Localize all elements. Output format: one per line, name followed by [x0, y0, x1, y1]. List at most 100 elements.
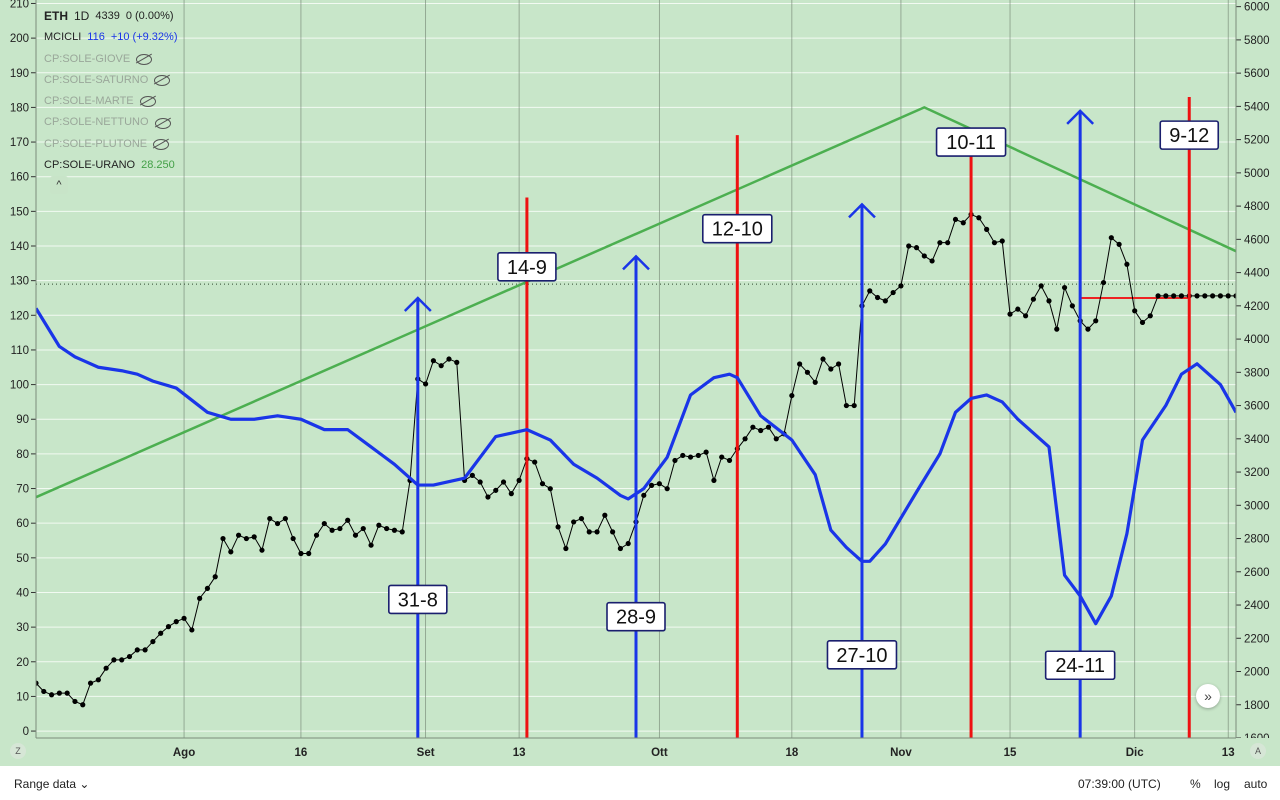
price-point — [687, 454, 694, 460]
right-tick-label: 2000 — [1244, 667, 1270, 679]
cycle-line — [34, 307, 1238, 626]
right-tick-label: 3200 — [1244, 467, 1270, 479]
left-tick-label: 50 — [16, 553, 29, 565]
left-tick-label: 100 — [10, 380, 29, 392]
hidden-series-label: CP:SOLE-PLUTONE — [44, 137, 148, 150]
price-point — [438, 363, 444, 369]
price-point — [80, 702, 86, 708]
price-point — [352, 532, 359, 538]
price-point — [173, 619, 179, 625]
left-tick-label: 180 — [10, 102, 29, 114]
price-point — [555, 524, 561, 530]
marker-label: 28-9 — [616, 607, 656, 629]
right-price-axis[interactable]: 1600180020002200240026002800300032003400… — [1235, 0, 1280, 745]
eye-hidden-icon[interactable] — [136, 53, 153, 65]
auto-scale-right-button[interactable]: A — [1250, 743, 1266, 759]
collapse-legend-button[interactable]: ^ — [50, 176, 68, 194]
eye-hidden-icon[interactable] — [154, 75, 171, 87]
marker-label-box — [1159, 120, 1220, 150]
price-point — [204, 585, 211, 592]
price-point — [500, 479, 507, 485]
price-point — [243, 535, 249, 542]
price-point — [571, 519, 577, 525]
right-tick-label: 3800 — [1244, 367, 1270, 379]
price-point — [399, 529, 405, 535]
hidden-series-row[interactable]: CP:SOLE-GIOVE — [44, 49, 177, 70]
log-toggle[interactable]: log — [1214, 777, 1231, 791]
time-tick-label: 18 — [785, 747, 798, 759]
hidden-series-row[interactable]: CP:SOLE-SATURNO — [44, 70, 177, 91]
clock-readout[interactable]: 07:39:00 (UTC) — [1078, 777, 1161, 791]
left-tick-label: 170 — [10, 137, 29, 149]
time-tick-label: 13 — [1222, 747, 1235, 759]
price-point — [695, 452, 701, 459]
price-point — [703, 449, 709, 455]
left-price-axis[interactable]: 0 10 20 30 40 50 60 70 80 90 100 110 120 130 140 150 160… — [0, 0, 37, 738]
marker-label-box — [497, 251, 557, 282]
auto-toggle[interactable]: auto — [1244, 777, 1268, 791]
eye-hidden-icon[interactable] — [139, 96, 156, 108]
price-point — [321, 520, 327, 527]
right-tick-label: 5400 — [1244, 101, 1270, 113]
left-tick-label: 200 — [10, 33, 29, 45]
price-point — [251, 534, 257, 540]
price-point — [921, 253, 927, 259]
price-point — [1210, 293, 1216, 299]
price-point — [851, 402, 857, 409]
price-point — [882, 298, 888, 304]
price-point — [119, 657, 125, 663]
chart-canvas[interactable]: 31-8 14-9 28-9 12-10 27-10 10-11 24-11 9-12 0 10… — [0, 0, 1280, 766]
percent-toggle[interactable]: % — [1190, 777, 1201, 791]
right-tick-label: 5200 — [1244, 135, 1270, 147]
price-point — [804, 369, 811, 375]
price-point — [142, 647, 148, 653]
price-point — [329, 527, 335, 533]
zoom-reset-left-button[interactable]: Z — [10, 743, 26, 759]
left-tick-label: 10 — [16, 691, 29, 703]
marker-label-box — [388, 584, 448, 615]
price-point — [274, 520, 281, 527]
time-axis[interactable]: Ago 16 Set 13 Ott 18 Nov 15 Dic 13 — [0, 737, 1280, 766]
right-tick-label: 1800 — [1244, 700, 1270, 712]
scroll-to-realtime-button[interactable]: » — [1196, 684, 1220, 708]
eye-hidden-icon[interactable] — [153, 138, 170, 150]
price-point — [835, 361, 842, 367]
right-tick-label: 3400 — [1244, 434, 1270, 446]
indicator-row[interactable]: MCICLI 116 +10 (+9.32%) — [44, 27, 177, 48]
time-tick-label: 16 — [295, 747, 308, 759]
price-point — [282, 515, 288, 522]
price-point — [290, 535, 296, 542]
price-point — [586, 529, 592, 535]
price-point — [134, 647, 140, 653]
range-data-button[interactable]: Range data ⌄ — [14, 777, 89, 791]
price-point — [952, 216, 959, 223]
arrow-head — [622, 254, 650, 271]
price-point — [913, 245, 920, 251]
price-point — [485, 494, 491, 500]
right-tick-label: 4400 — [1244, 268, 1270, 280]
price-point — [516, 477, 522, 483]
hidden-series-row[interactable]: CP:SOLE-MARTE — [44, 91, 177, 112]
price-point — [337, 525, 343, 532]
left-tick-label: 90 — [16, 414, 29, 426]
price-point — [313, 532, 320, 538]
hidden-series-row[interactable]: CP:SOLE-NETTUNO — [44, 112, 177, 133]
price-point — [1069, 303, 1075, 309]
right-tick-label: 3600 — [1244, 401, 1270, 413]
eye-hidden-icon[interactable] — [154, 117, 171, 129]
symbol-row[interactable]: ETH 1D 4339 0 (0.00%) — [44, 6, 177, 27]
price-point — [539, 481, 546, 487]
price-point — [165, 624, 172, 630]
right-tick-label: 4000 — [1244, 334, 1270, 346]
marker-label: 27-10 — [836, 645, 887, 667]
chart-legend: ETH 1D 4339 0 (0.00%) MCICLI 116 +10 (+9… — [44, 6, 177, 176]
price-point — [220, 535, 226, 542]
price-point — [797, 361, 803, 367]
period-separators — [183, 0, 1229, 738]
left-tick-label: 30 — [16, 622, 29, 634]
hidden-series-row[interactable]: CP:SOLE-PLUTONE — [44, 134, 177, 155]
price-point — [376, 522, 382, 528]
price-point — [812, 379, 818, 385]
visible-series-row[interactable]: CP:SOLE-URANO 28.250 — [44, 155, 177, 176]
price-point — [103, 665, 109, 671]
